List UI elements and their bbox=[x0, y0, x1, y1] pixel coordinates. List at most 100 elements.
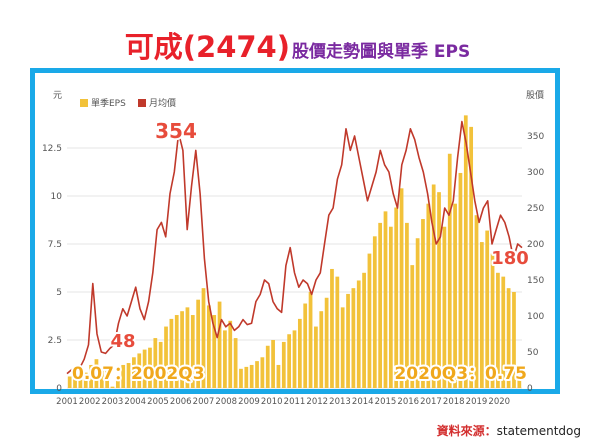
eps-bar bbox=[431, 184, 436, 388]
eps-bar bbox=[314, 326, 318, 388]
eps-bar bbox=[335, 276, 340, 388]
eps-bar bbox=[89, 364, 93, 388]
eps-bar bbox=[303, 303, 308, 388]
eps-bar bbox=[255, 361, 259, 388]
right-tick-label: 150 bbox=[527, 276, 544, 286]
x-tick-label: 2002 bbox=[79, 397, 101, 407]
eps-bar bbox=[501, 276, 506, 388]
right-tick-label: 200 bbox=[527, 240, 544, 250]
annotation-low-price: 48 bbox=[110, 331, 135, 352]
right-tick-label: 250 bbox=[527, 204, 544, 214]
right-tick-label: 0 bbox=[527, 384, 533, 394]
eps-bar bbox=[110, 386, 115, 388]
x-tick-label: 2001 bbox=[56, 397, 78, 407]
eps-bar bbox=[362, 272, 366, 388]
eps-bar bbox=[158, 341, 163, 388]
eps-bar bbox=[453, 203, 457, 388]
x-tick-label: 2013 bbox=[329, 397, 351, 407]
price-line bbox=[66, 120, 523, 375]
eps-bar bbox=[132, 357, 136, 388]
eps-bar bbox=[356, 280, 361, 388]
eps-bar bbox=[233, 338, 238, 388]
eps-bar bbox=[196, 299, 201, 388]
x-tick-label: 2004 bbox=[124, 397, 146, 407]
eps-bar bbox=[180, 311, 184, 388]
eps-bar bbox=[73, 370, 77, 388]
eps-bar bbox=[190, 315, 195, 388]
x-tick-label: 2012 bbox=[306, 397, 328, 407]
eps-bar bbox=[185, 307, 190, 388]
eps-bar bbox=[330, 268, 334, 388]
x-tick-label: 2018 bbox=[443, 397, 465, 407]
annotation-latest-price: 180 bbox=[491, 248, 529, 269]
eps-bar bbox=[496, 272, 500, 388]
eps-bar bbox=[517, 373, 522, 388]
x-tick-label: 2008 bbox=[215, 397, 237, 407]
eps-bar bbox=[479, 242, 484, 388]
annotation-latest-eps: 2020Q3：0.75 bbox=[394, 364, 527, 384]
annotation-peak-price-halo: 354 bbox=[155, 119, 197, 143]
eps-bar bbox=[148, 347, 152, 388]
title-sub: 股價走勢圖與單季 EPS bbox=[292, 42, 471, 62]
eps-bar bbox=[212, 315, 217, 388]
x-tick-label: 2016 bbox=[397, 397, 419, 407]
eps-bar bbox=[378, 222, 383, 388]
left-tick-label: 10 bbox=[51, 192, 63, 202]
source-label: 資料來源： bbox=[436, 424, 497, 438]
eps-bar bbox=[153, 338, 158, 388]
eps-bar bbox=[260, 357, 265, 388]
annotation-latest-price-halo: 180 bbox=[491, 248, 529, 269]
eps-bar bbox=[426, 203, 431, 388]
annotation-low-price-halo: 48 bbox=[110, 331, 135, 352]
eps-bar bbox=[137, 353, 142, 388]
eps-bar bbox=[78, 368, 83, 388]
x-tick-label: 2003 bbox=[102, 397, 124, 407]
x-tick-label: 2007 bbox=[193, 397, 215, 407]
x-tick-label: 2014 bbox=[352, 397, 374, 407]
right-tick-label: 300 bbox=[527, 168, 544, 178]
eps-bar bbox=[67, 376, 72, 388]
eps-bar bbox=[281, 341, 286, 388]
eps-bar bbox=[340, 307, 345, 388]
eps-bar bbox=[421, 219, 425, 388]
eps-bar bbox=[174, 315, 179, 388]
left-axis-label: 元 bbox=[53, 91, 62, 101]
title-main: 可成(2474) bbox=[124, 30, 290, 64]
eps-bar bbox=[442, 226, 447, 388]
x-tick-label: 2015 bbox=[375, 397, 397, 407]
left-tick-label: 12.5 bbox=[42, 144, 62, 154]
eps-bar bbox=[217, 301, 222, 388]
eps-bar bbox=[201, 288, 206, 388]
eps-bar bbox=[324, 297, 329, 388]
eps-bar bbox=[399, 188, 404, 388]
left-tick-label: 7.5 bbox=[48, 240, 62, 250]
eps-bar bbox=[121, 364, 126, 388]
eps-bar bbox=[388, 226, 393, 388]
x-tick-label: 2020 bbox=[488, 397, 510, 407]
legend-swatch-price bbox=[138, 99, 146, 107]
eps-bar bbox=[115, 378, 120, 388]
eps-bar bbox=[346, 293, 350, 388]
eps-bar bbox=[249, 364, 254, 388]
eps-bar bbox=[297, 318, 302, 388]
x-tick-label: 2017 bbox=[420, 397, 442, 407]
eps-bar bbox=[405, 222, 409, 388]
eps-bar bbox=[512, 292, 516, 388]
eps-bar bbox=[415, 238, 420, 388]
chart-title: 可成(2474) 股價走勢圖與單季 EPS bbox=[0, 24, 595, 66]
x-tick-label: 2010 bbox=[261, 397, 283, 407]
eps-bar bbox=[410, 265, 415, 388]
eps-bar bbox=[292, 330, 297, 388]
x-tick-label: 2005 bbox=[147, 397, 169, 407]
right-tick-label: 100 bbox=[527, 312, 544, 322]
x-tick-label: 2006 bbox=[170, 397, 192, 407]
eps-bar bbox=[169, 318, 174, 388]
eps-bar bbox=[383, 211, 388, 388]
eps-bar bbox=[99, 368, 104, 388]
eps-bar bbox=[265, 345, 270, 388]
left-tick-label: 0 bbox=[56, 384, 62, 394]
eps-bar bbox=[239, 368, 243, 388]
eps-bar bbox=[372, 236, 377, 388]
eps-bar bbox=[490, 253, 495, 388]
source-name: statementdog bbox=[496, 424, 581, 438]
